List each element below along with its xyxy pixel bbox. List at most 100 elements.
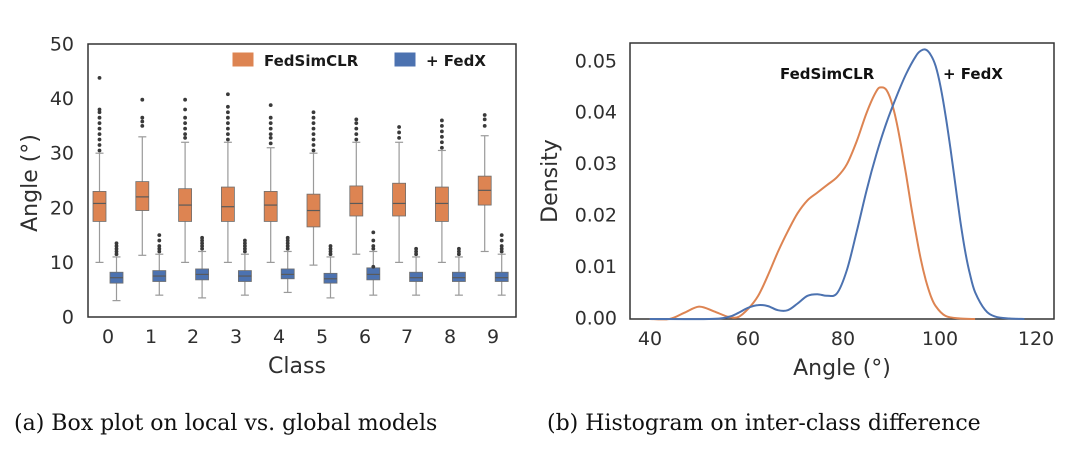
density-x-ticks: 40 60 80 100 120 bbox=[638, 328, 1054, 350]
outlier-fedsimclr bbox=[226, 92, 230, 97]
outlier-fedx bbox=[243, 238, 247, 243]
box-fedsimclr bbox=[263, 191, 278, 222]
outlier-fedsimclr bbox=[440, 140, 444, 145]
box-plot-x-tick: 8 bbox=[444, 326, 456, 348]
density-x-tick: 40 bbox=[638, 328, 662, 350]
outlier-fedsimclr bbox=[97, 132, 102, 136]
caption-b: (b) Histogram on inter-class difference bbox=[547, 411, 981, 436]
box-plot-y-axis-label: Angle (°) bbox=[18, 134, 43, 232]
outlier-fedsimclr bbox=[97, 126, 102, 131]
outlier-fedsimclr bbox=[97, 115, 102, 120]
box-plot-x-tick: 1 bbox=[145, 326, 157, 348]
outlier-fedsimclr bbox=[311, 137, 316, 142]
outlier-fedsimclr bbox=[226, 121, 230, 126]
outlier-fedsimclr bbox=[482, 124, 487, 128]
outlier-fedx bbox=[157, 249, 162, 254]
box-plot-y-tick: 50 bbox=[50, 34, 74, 56]
density-y-ticks: 0.00 0.01 0.02 0.03 0.04 0.05 bbox=[575, 50, 617, 329]
outlier-fedsimclr bbox=[183, 107, 188, 112]
outlier-fedx bbox=[285, 244, 290, 248]
density-y-tick: 0.05 bbox=[575, 50, 617, 72]
outlier-fedx bbox=[114, 244, 119, 248]
outlier-fedsimclr bbox=[311, 148, 316, 153]
outlier-fedsimclr bbox=[354, 117, 359, 122]
outlier-fedsimclr bbox=[440, 134, 444, 139]
outlier-fedsimclr bbox=[311, 115, 316, 120]
outlier-fedx bbox=[414, 246, 418, 251]
box-plot-x-tick: 3 bbox=[230, 326, 242, 348]
outlier-fedx bbox=[285, 235, 290, 240]
outlier-fedsimclr bbox=[268, 126, 273, 131]
box-fedx bbox=[451, 271, 466, 282]
legend-label-fedsimclr: FedSimCLR bbox=[264, 52, 359, 70]
box-plot-x-tick: 5 bbox=[316, 326, 328, 348]
box-fedx bbox=[409, 271, 424, 282]
outlier-fedsimclr bbox=[311, 110, 316, 115]
outlier-fedx bbox=[243, 249, 247, 254]
box-plot-marks bbox=[92, 75, 509, 302]
box-plot-y-tick: 10 bbox=[50, 252, 74, 274]
outlier-fedx bbox=[371, 230, 376, 235]
outlier-fedsimclr bbox=[226, 126, 230, 131]
box-plot-x-tick: 6 bbox=[359, 326, 371, 348]
outlier-fedx bbox=[328, 249, 333, 254]
outlier-fedx bbox=[457, 246, 461, 251]
legend-swatch-fedsimclr bbox=[231, 51, 255, 68]
outlier-fedsimclr bbox=[268, 121, 273, 126]
outlier-fedsimclr bbox=[311, 132, 316, 136]
outlier-fedsimclr bbox=[440, 145, 444, 150]
outlier-fedsimclr bbox=[354, 121, 359, 126]
outlier-fedsimclr bbox=[397, 125, 401, 129]
legend-label-fedx: + FedX bbox=[426, 52, 486, 70]
outlier-fedsimclr bbox=[268, 136, 273, 140]
box-plot-y-tick: 30 bbox=[50, 143, 74, 165]
density-annotation-fedsimclr: FedSimCLR bbox=[780, 65, 875, 83]
density-x-tick: 80 bbox=[831, 328, 855, 350]
box-plot-x-ticks: 0 1 2 3 4 5 6 7 8 9 bbox=[102, 326, 499, 348]
outlier-fedx bbox=[499, 238, 504, 243]
density-x-tick: 100 bbox=[922, 328, 958, 350]
outlier-fedsimclr bbox=[354, 126, 359, 131]
outlier-fedsimclr bbox=[311, 126, 316, 131]
outlier-fedx bbox=[114, 252, 119, 257]
outlier-fedsimclr bbox=[354, 132, 359, 136]
outlier-fedx bbox=[157, 233, 162, 238]
outlier-fedsimclr bbox=[97, 121, 102, 126]
outlier-fedx bbox=[114, 249, 119, 254]
outlier-fedx bbox=[371, 238, 376, 243]
density-line-fedsimclr bbox=[649, 86, 976, 321]
outlier-fedsimclr bbox=[268, 132, 273, 136]
outlier-fedx bbox=[499, 233, 504, 238]
outlier-fedsimclr bbox=[226, 132, 230, 136]
outlier-fedsimclr bbox=[397, 130, 401, 135]
outlier-fedsimclr bbox=[311, 143, 316, 147]
outlier-fedx bbox=[328, 244, 333, 248]
outlier-fedsimclr bbox=[311, 121, 316, 126]
outlier-fedsimclr bbox=[268, 115, 273, 120]
outlier-fedx bbox=[243, 246, 247, 251]
outlier-fedsimclr bbox=[268, 103, 273, 108]
density-x-axis-label: Angle (°) bbox=[793, 356, 891, 381]
outlier-fedx bbox=[457, 249, 461, 254]
outlier-fedsimclr bbox=[97, 148, 102, 153]
outlier-fedsimclr bbox=[226, 104, 230, 109]
density-annotation-fedx: + FedX bbox=[943, 65, 1003, 83]
outlier-fedx bbox=[200, 241, 205, 246]
box-plot-x-tick: 7 bbox=[401, 326, 413, 348]
outlier-fedx bbox=[371, 246, 376, 251]
outlier-fedsimclr bbox=[226, 110, 230, 115]
outlier-fedx bbox=[243, 241, 247, 246]
box-plot-y-tick: 20 bbox=[50, 197, 74, 219]
outlier-fedx bbox=[243, 244, 247, 248]
density-y-tick: 0.03 bbox=[575, 153, 617, 175]
density-y-tick: 0.00 bbox=[575, 308, 617, 330]
density-y-tick: 0.01 bbox=[575, 256, 617, 278]
outlier-fedsimclr bbox=[482, 117, 487, 122]
outlier-fedsimclr bbox=[140, 115, 145, 120]
outlier-fedx bbox=[285, 238, 290, 243]
outlier-fedx bbox=[200, 244, 205, 248]
box-plot-y-tick: 40 bbox=[50, 88, 74, 110]
outlier-fedx bbox=[200, 246, 205, 251]
outlier-fedx bbox=[157, 244, 162, 248]
outlier-fedx bbox=[371, 264, 376, 269]
